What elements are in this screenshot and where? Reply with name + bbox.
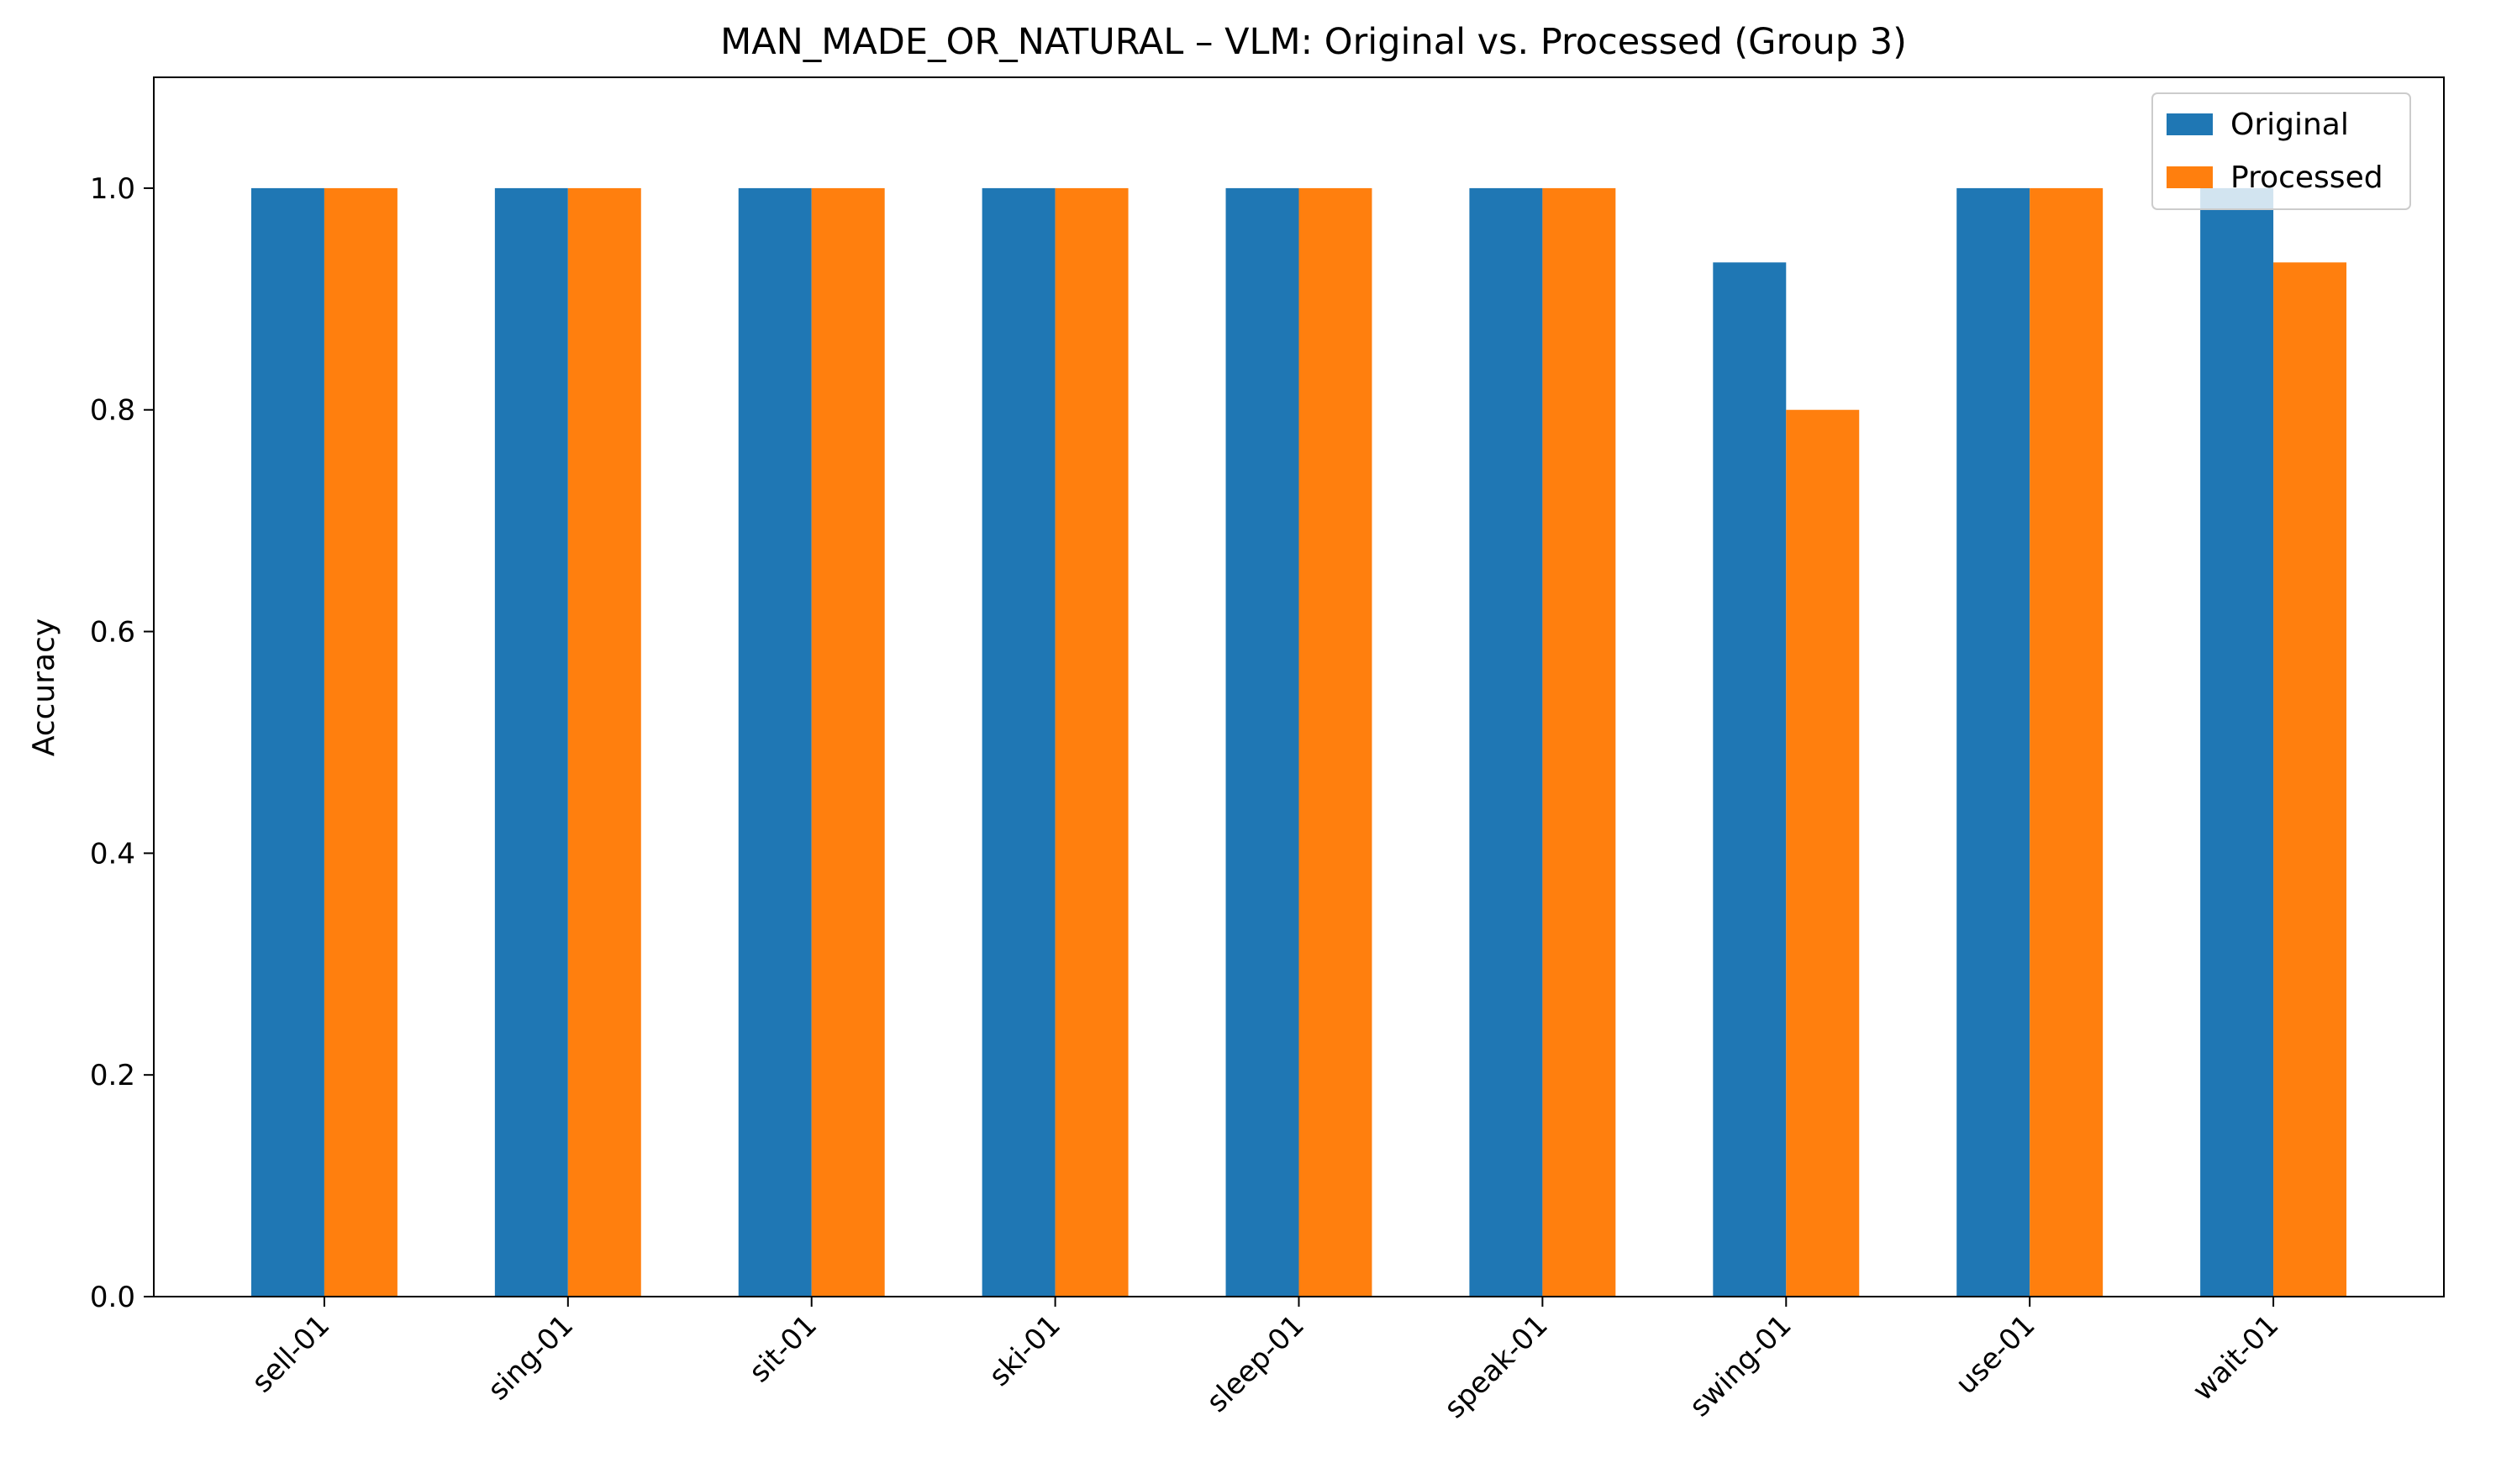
legend-swatch-processed	[2167, 166, 2213, 188]
bar-processed-sleep-01	[1298, 187, 1372, 1297]
bar-original-wait-01	[2200, 187, 2274, 1297]
y-tick-label: 0.4	[90, 837, 135, 871]
y-axis-label: Accuracy	[27, 618, 61, 756]
bar-processed-sit-01	[811, 187, 885, 1297]
bar-original-sleep-01	[1225, 187, 1299, 1297]
legend-box	[2151, 92, 2411, 210]
bar-processed-wait-01	[2273, 262, 2347, 1297]
legend: Original Processed	[2151, 92, 2411, 210]
bar-processed-speak-01	[1542, 187, 1616, 1297]
bar-original-sit-01	[738, 187, 812, 1297]
bar-processed-sell-01	[324, 187, 398, 1297]
bar-processed-ski-01	[1055, 187, 1129, 1297]
bar-original-use-01	[1956, 187, 2030, 1297]
legend-label-processed: Processed	[2230, 161, 2383, 195]
chart-title: MAN_MADE_OR_NATURAL – VLM: Original vs. …	[720, 21, 1907, 63]
bar-processed-sing-01	[567, 187, 641, 1297]
y-tick-label: 1.0	[90, 172, 135, 206]
bar-original-swing-01	[1713, 262, 1787, 1297]
legend-label-original: Original	[2230, 108, 2349, 142]
y-tick-label: 0.8	[90, 394, 135, 428]
bar-original-ski-01	[982, 187, 1056, 1297]
bar-processed-use-01	[2030, 187, 2104, 1297]
bar-processed-swing-01	[1786, 409, 1860, 1297]
bar-original-sing-01	[494, 187, 568, 1297]
legend-swatch-original	[2167, 113, 2213, 135]
y-tick-label: 0.0	[90, 1281, 135, 1314]
y-tick-label: 0.6	[90, 616, 135, 650]
bar-original-speak-01	[1469, 187, 1543, 1297]
bar-original-sell-01	[250, 187, 324, 1297]
y-tick-label: 0.2	[90, 1059, 135, 1092]
